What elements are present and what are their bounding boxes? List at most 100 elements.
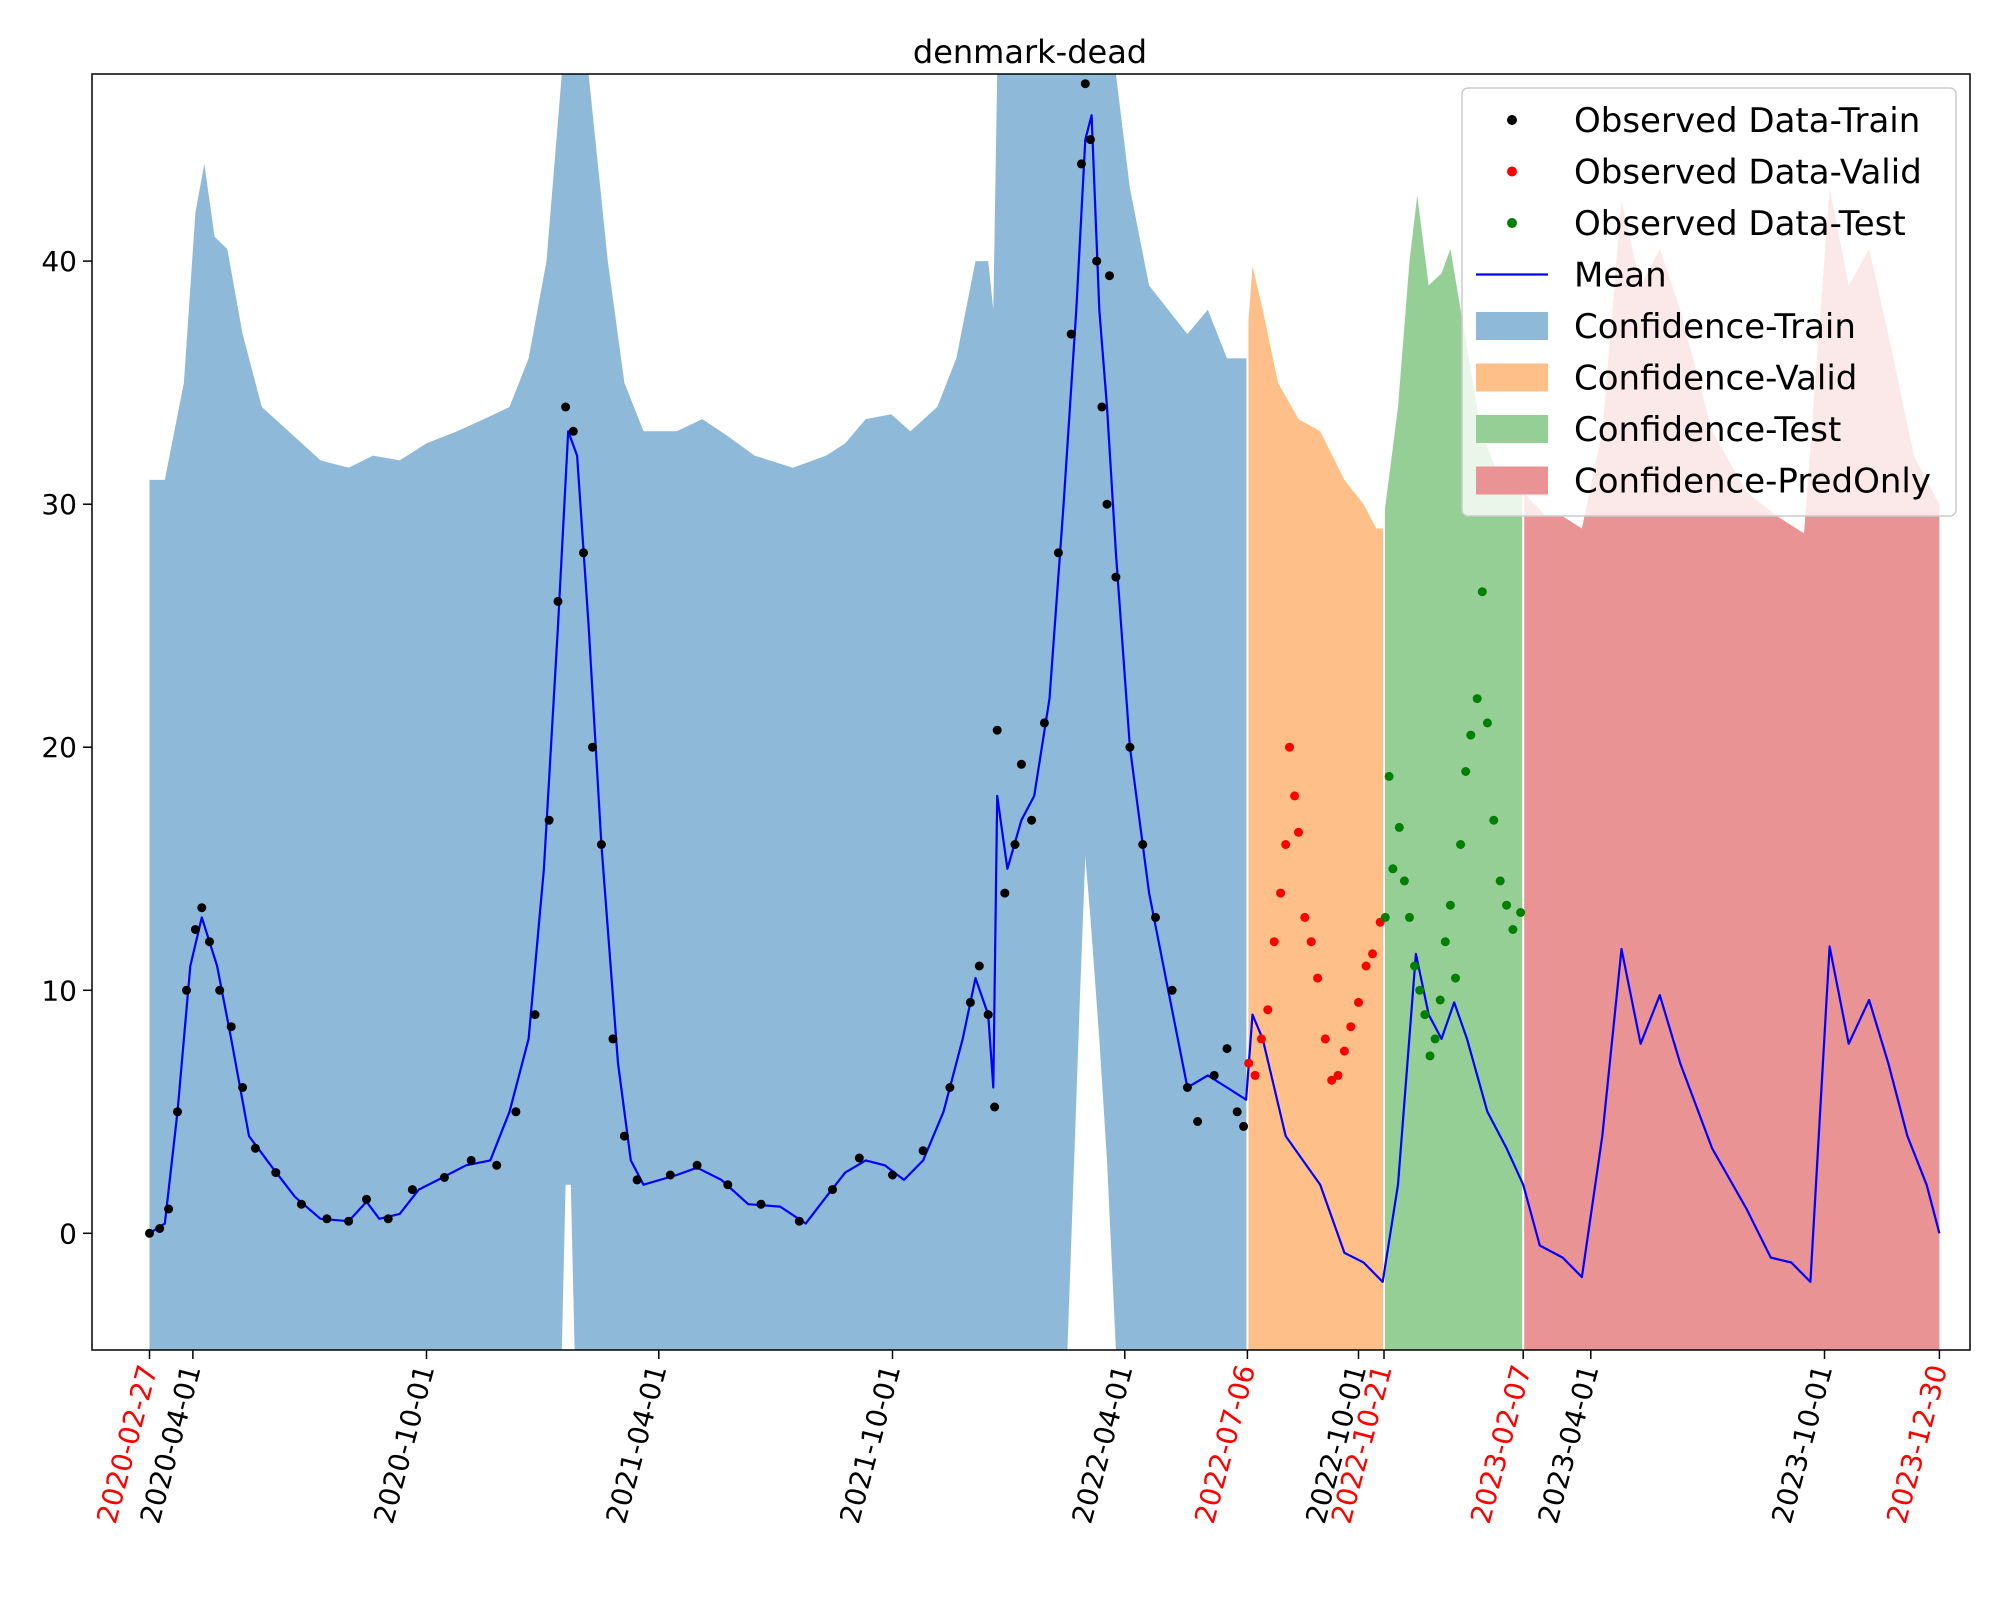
legend-marker <box>1507 115 1517 125</box>
observed-data-test-point <box>1380 912 1390 922</box>
legend-label: Observed Data-Valid <box>1574 153 1922 193</box>
y-tick-label: 40 <box>41 245 77 278</box>
legend-label: Confidence-Train <box>1574 307 1856 347</box>
observed-data-train-point <box>1039 718 1049 728</box>
chart-title: denmark-dead <box>913 33 1147 71</box>
observed-data-train-point <box>632 1175 642 1185</box>
mean-line <box>148 114 1941 1283</box>
observed-data-train-point <box>1000 888 1010 898</box>
observed-data-train-point <box>1111 572 1121 582</box>
observed-data-valid-point <box>1306 937 1316 947</box>
observed-data-test-point <box>1451 973 1460 983</box>
observed-data-train-point <box>1182 1083 1192 1092</box>
observed-data-train-point <box>1193 1117 1203 1126</box>
observed-data-train-point <box>511 1107 521 1117</box>
observed-data-train-point <box>296 1199 306 1209</box>
observed-data-train-point <box>182 985 191 995</box>
legend-item-confidence-test: Confidence-Test <box>1476 410 1841 450</box>
observed-data-test-point <box>1461 767 1471 776</box>
observed-data-train-point <box>1080 79 1090 89</box>
observed-data-train-point <box>164 1204 174 1214</box>
x-tick-label: 2021-04-01 <box>600 1361 674 1527</box>
observed-data-valid-point <box>1276 888 1286 898</box>
observed-data-train-point <box>205 937 214 947</box>
observed-data-valid-point <box>1300 912 1310 922</box>
observed-data-train-point <box>271 1168 281 1178</box>
observed-data-test-point <box>1456 840 1466 849</box>
observed-data-train-point <box>992 725 1002 735</box>
observed-data-test-point <box>1482 718 1492 728</box>
observed-data-train-point <box>965 997 975 1007</box>
observed-data-test-point <box>1410 961 1420 971</box>
observed-data-train-point <box>568 426 578 436</box>
observed-data-valid-point <box>1269 937 1279 947</box>
observed-data-test-point <box>1384 771 1394 781</box>
legend-label: Confidence-Valid <box>1574 359 1857 399</box>
observed-data-train-point <box>1092 256 1102 266</box>
observed-data-train-point <box>1222 1044 1232 1054</box>
observed-data-train-point <box>918 1146 928 1156</box>
observed-data-train-point <box>854 1153 864 1163</box>
observed-data-train-point <box>215 985 225 995</box>
observed-data-train-point <box>1076 159 1086 169</box>
observed-data-train-point <box>1085 135 1095 145</box>
observed-data-train-point <box>322 1214 332 1224</box>
observed-data-train-point <box>383 1214 393 1224</box>
observed-data-test-point <box>1430 1034 1440 1044</box>
legend-marker <box>1507 218 1517 228</box>
observed-data-train-point <box>990 1102 1000 1112</box>
x-tick-label: 2020-10-01 <box>367 1361 441 1527</box>
observed-points <box>145 79 1526 1238</box>
observed-data-test-point <box>1502 900 1512 910</box>
legend-item-confidence-predonly: Confidence-PredOnly <box>1476 462 1931 502</box>
x-tick-label: 2023-04-01 <box>1532 1361 1606 1527</box>
observed-data-train-point <box>1027 815 1037 825</box>
legend-item-confidence-train: Confidence-Train <box>1476 307 1856 347</box>
observed-data-train-point <box>1138 840 1148 849</box>
observed-data-valid-point <box>1285 742 1294 752</box>
observed-data-train-point <box>197 903 207 913</box>
observed-data-train-point <box>190 925 200 934</box>
observed-data-valid-point <box>1361 961 1371 971</box>
mean-line-layer <box>148 114 1941 1283</box>
observed-data-valid-point <box>1368 949 1377 959</box>
observed-data-test-point <box>1435 995 1445 1005</box>
observed-data-test-point <box>1445 900 1455 910</box>
observed-data-train-point <box>155 1224 165 1233</box>
observed-data-test-point <box>1489 815 1499 825</box>
observed-data-test-point <box>1477 587 1487 597</box>
observed-data-valid-point <box>1354 997 1363 1007</box>
observed-data-train-point <box>1232 1107 1242 1117</box>
observed-data-train-point <box>344 1216 354 1226</box>
observed-data-train-point <box>492 1160 502 1170</box>
legend-label: Mean <box>1574 256 1667 296</box>
observed-data-valid-point <box>1281 840 1291 849</box>
legend-marker <box>1476 363 1548 392</box>
observed-data-train-point <box>665 1170 675 1180</box>
observed-data-train-point <box>561 402 571 412</box>
observed-data-train-point <box>723 1180 733 1190</box>
x-tick-label: 2023-02-07 <box>1464 1361 1538 1527</box>
legend: Observed Data-Train Observed Data-Valid Ob… <box>1461 87 1957 517</box>
observed-data-train-point <box>596 840 606 849</box>
confidence-valid-band <box>1247 266 1384 1350</box>
observed-data-valid-point <box>1339 1046 1349 1056</box>
observed-data-train-point <box>1097 402 1107 412</box>
observed-data-test-point <box>1516 908 1526 917</box>
observed-data-train-point <box>794 1216 804 1226</box>
observed-data-test-point <box>1415 985 1425 995</box>
x-tick-label: 2021-10-01 <box>833 1361 907 1527</box>
observed-data-test-point <box>1425 1051 1435 1061</box>
observed-data-test-point <box>1399 876 1409 886</box>
observed-data-valid-point <box>1244 1058 1254 1068</box>
y-tick-label: 30 <box>41 488 77 521</box>
legend-box <box>1461 87 1957 517</box>
observed-data-valid-point <box>1263 1005 1273 1015</box>
observed-data-train-point <box>1151 912 1160 922</box>
observed-data-valid-point <box>1290 791 1300 801</box>
x-tick-label: 2023-10-01 <box>1765 1361 1839 1527</box>
y-tick-label: 0 <box>59 1217 77 1250</box>
observed-data-train-point <box>407 1185 417 1195</box>
observed-data-train-point <box>362 1194 371 1204</box>
